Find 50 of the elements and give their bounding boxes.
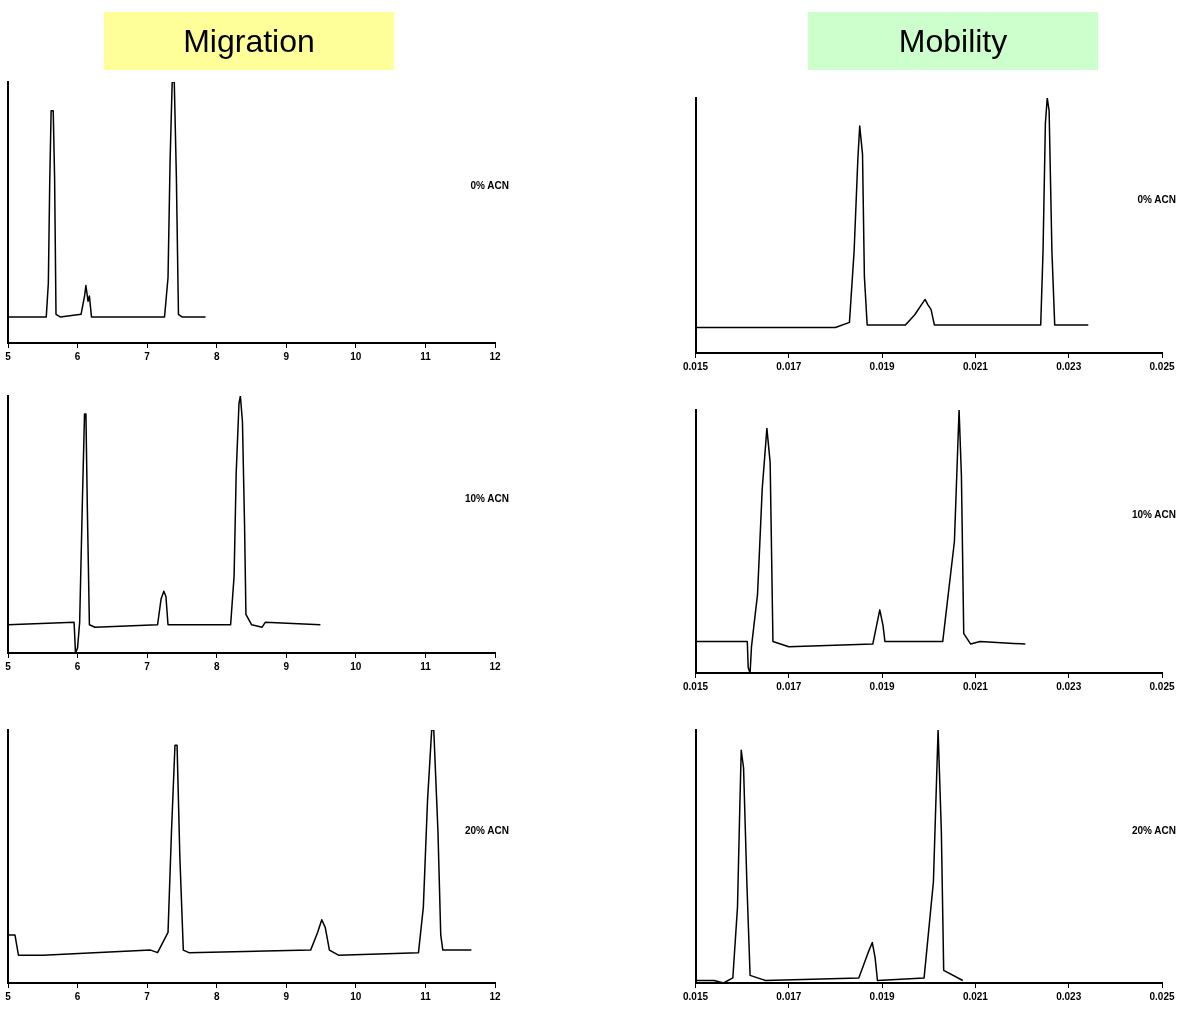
x-tick-label: 10 bbox=[350, 660, 362, 672]
x-tick-label: 8 bbox=[213, 990, 220, 1002]
x-tick-label: 7 bbox=[144, 660, 151, 672]
x-tick-label: 7 bbox=[144, 350, 151, 362]
x-tick-label: 0.023 bbox=[1056, 990, 1082, 1002]
x-tick-label: 6 bbox=[74, 660, 81, 672]
annotation: 20% ACN bbox=[464, 824, 509, 836]
x-tick-label: 0.017 bbox=[776, 680, 802, 692]
annotation: 10% ACN bbox=[1131, 508, 1176, 520]
x-tick-label: 0.025 bbox=[1149, 360, 1175, 372]
x-tick-label: 0.017 bbox=[776, 360, 802, 372]
annotation: 20% ACN bbox=[1131, 824, 1176, 836]
x-tick-label: 0.023 bbox=[1056, 680, 1082, 692]
x-tick-label: 6 bbox=[74, 990, 81, 1002]
x-tick-label: 10 bbox=[350, 350, 362, 362]
annotation: 0% ACN bbox=[470, 180, 509, 192]
x-tick-label: 11 bbox=[420, 660, 432, 672]
x-tick-label: 6 bbox=[74, 350, 81, 362]
annotation: 10% ACN bbox=[464, 492, 509, 504]
x-tick-label: 5 bbox=[5, 990, 12, 1002]
x-tick-label: 9 bbox=[283, 660, 290, 672]
x-tick-label: 0.021 bbox=[962, 360, 989, 372]
x-tick-label: 9 bbox=[283, 990, 290, 1002]
x-tick-label: 0.019 bbox=[869, 990, 896, 1002]
x-tick-label: 0.015 bbox=[683, 990, 709, 1002]
x-tick-label: 0.023 bbox=[1056, 360, 1082, 372]
x-tick-label: 0.019 bbox=[869, 680, 896, 692]
x-tick-label: 0.021 bbox=[962, 680, 989, 692]
x-tick-label: 5 bbox=[5, 660, 12, 672]
x-tick-label: 0.015 bbox=[683, 360, 709, 372]
x-tick-label: 0.025 bbox=[1149, 990, 1175, 1002]
x-tick-label: 0.025 bbox=[1149, 680, 1175, 692]
x-tick-label: 10 bbox=[350, 990, 362, 1002]
x-tick-label: 11 bbox=[420, 990, 432, 1002]
x-tick-label: 7 bbox=[144, 990, 151, 1002]
x-tick-label: 12 bbox=[489, 990, 501, 1002]
x-tick-label: 8 bbox=[213, 350, 220, 362]
chart-title: Migration bbox=[104, 12, 394, 70]
x-tick-label: 11 bbox=[420, 350, 432, 362]
x-tick-label: 0.021 bbox=[962, 990, 989, 1002]
x-tick-label: 5 bbox=[5, 350, 12, 362]
x-tick-label: 12 bbox=[489, 660, 501, 672]
chart-title: Mobility bbox=[808, 12, 1098, 70]
x-tick-label: 9 bbox=[283, 350, 290, 362]
x-tick-label: 8 bbox=[213, 660, 220, 672]
x-tick-label: 0.019 bbox=[869, 360, 896, 372]
x-tick-label: 12 bbox=[489, 350, 501, 362]
x-tick-label: 0.017 bbox=[776, 990, 802, 1002]
annotation: 0% ACN bbox=[1137, 193, 1176, 205]
x-tick-label: 0.015 bbox=[683, 680, 709, 692]
